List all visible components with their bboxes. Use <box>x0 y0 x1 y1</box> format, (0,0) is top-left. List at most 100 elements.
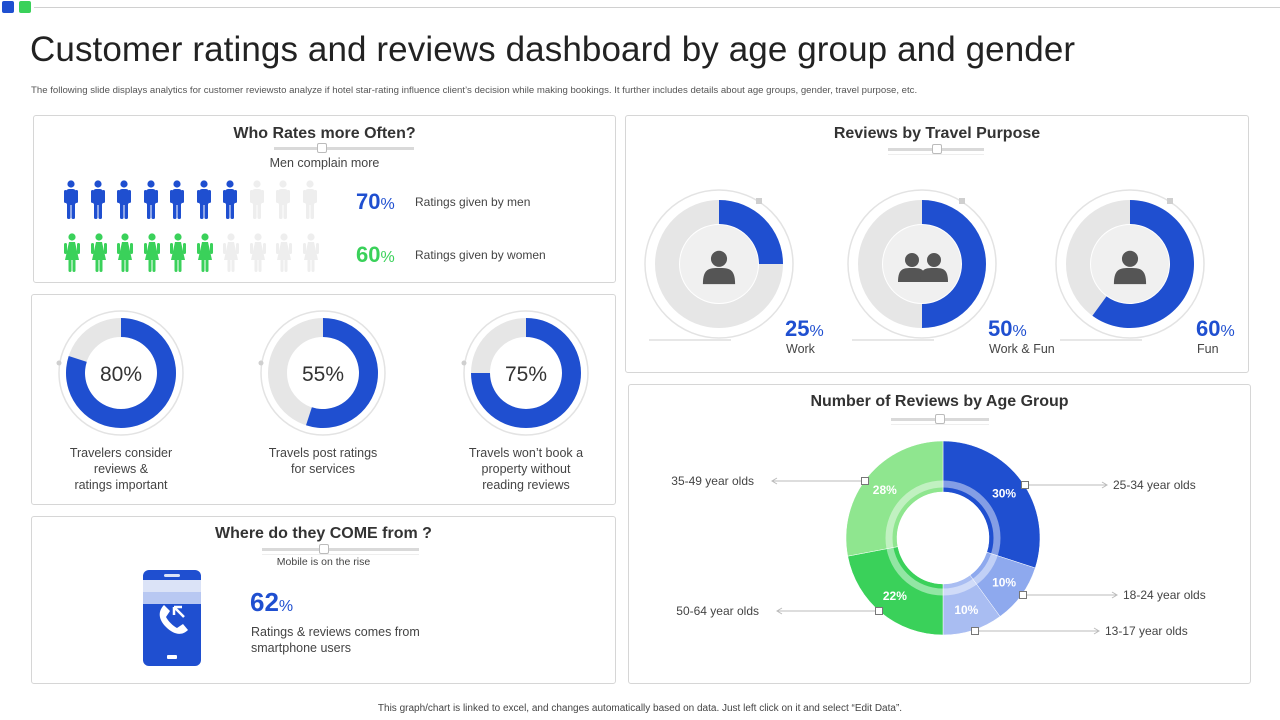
travel-outer-ring <box>1055 189 1205 339</box>
page-subtitle: The following slide displays analytics f… <box>31 85 918 96</box>
come-from-slider <box>262 544 419 555</box>
travel-percent: 50% <box>988 316 1027 341</box>
stat-outer-ring <box>58 310 184 436</box>
mobile-label-line2: smartphone users <box>251 641 352 655</box>
men-icons-row <box>64 180 334 222</box>
travel-label: Work & Fun <box>989 342 1055 356</box>
stat-value: 80% <box>100 363 142 386</box>
stat-label-line: Travelers consider <box>69 446 173 460</box>
stat-1-arc <box>66 318 176 428</box>
man-person-icon <box>249 180 264 225</box>
age-inner-ring <box>885 480 1001 596</box>
stat-donut-3: 75% <box>461 310 589 436</box>
who-rates-subtitle: Men complain more <box>269 156 380 170</box>
stat-2-arc <box>306 318 378 428</box>
travel-outer-ring <box>847 189 997 339</box>
travel-donut-3 <box>1055 189 1205 341</box>
travel-donut-1 <box>644 189 794 341</box>
travel-percent: 60% <box>1196 316 1235 341</box>
age-value-label: 10% <box>954 603 978 617</box>
travel-outer-ring <box>644 189 794 339</box>
age-category-label: 35-49 year olds <box>671 474 754 488</box>
stat-label-line: ratings important <box>74 478 168 492</box>
stat-label-line: reading reviews <box>482 478 570 492</box>
age-category-label: 25-34 year olds <box>1113 478 1196 492</box>
age-callout-marker <box>971 627 979 635</box>
travel-3-arc <box>1092 200 1194 328</box>
age-category-label: 50-64 year olds <box>676 604 759 618</box>
stat-label-line: reviews & <box>93 462 149 476</box>
person-icon <box>898 253 926 282</box>
travel-purpose-title: Reviews by Travel Purpose <box>833 125 1041 142</box>
women-icons-row <box>64 233 334 275</box>
woman-person-icon <box>117 233 133 278</box>
age-callout-marker <box>1021 481 1029 489</box>
stat-outer-ring <box>463 310 589 436</box>
stat-donut-2: 55% <box>258 310 386 436</box>
man-person-icon <box>64 180 78 225</box>
smartphone-icon <box>143 570 201 666</box>
woman-person-icon <box>196 233 213 278</box>
who-rates-panel: Who Rates more Often? Men complain more … <box>33 115 616 283</box>
travel-1-arc <box>719 200 783 264</box>
man-person-icon <box>170 180 184 225</box>
top-divider <box>34 7 1280 8</box>
page-title: Customer ratings and reviews dashboard b… <box>30 30 1076 69</box>
man-person-icon <box>90 180 105 225</box>
mobile-label-line1: Ratings & reviews comes from <box>251 625 420 639</box>
woman-person-icon <box>302 233 319 278</box>
travel-label: Fun <box>1197 342 1219 356</box>
age-center <box>897 492 989 584</box>
travel-donut-2 <box>847 189 997 341</box>
travel-purpose-slider <box>888 144 984 155</box>
man-person-icon <box>302 180 317 225</box>
brand-square-blue <box>2 1 14 13</box>
stat-label-line: for services <box>291 462 355 476</box>
brand-square-green <box>19 1 31 13</box>
age-group-title: Number of Reviews by Age Group <box>810 393 1069 410</box>
age-group-donut-chart: 30% 10% 10% 22% 28% 25-34 year olds 18-24 year… <box>671 440 1206 638</box>
who-rates-title: Who Rates more Often? <box>233 125 416 142</box>
stat-outer-ring <box>260 310 386 436</box>
age-callout-arrow <box>776 607 783 615</box>
age-category-label: 18-24 year olds <box>1123 588 1206 602</box>
stat-label-line: property without <box>481 462 571 476</box>
stat-label-line: Travels post ratings <box>268 446 378 460</box>
stat-marker-dot <box>258 360 264 366</box>
travel-percent: 25% <box>785 316 824 341</box>
men-percent: 70% <box>356 189 395 214</box>
man-person-icon <box>276 180 290 225</box>
stat-center <box>491 338 561 408</box>
age-category-label: 13-17 year olds <box>1105 624 1188 638</box>
stats-panel: 80% Travelers consider reviews & ratings im… <box>31 294 616 505</box>
age-group-panel: Number of Reviews by Age Group 30% 10% 10%… <box>628 384 1251 684</box>
man-person-icon <box>117 180 131 225</box>
man-person-icon <box>143 180 158 225</box>
stat-center <box>86 338 156 408</box>
come-from-subtitle: Mobile is on the rise <box>276 556 371 568</box>
age-callout-arrow <box>1093 627 1100 635</box>
man-person-icon <box>196 180 211 225</box>
woman-person-icon <box>90 233 107 278</box>
women-percent: 60% <box>356 242 395 267</box>
travel-2-arc <box>922 200 986 328</box>
travel-marker <box>1167 198 1173 204</box>
person-icon <box>702 250 736 285</box>
women-label: Ratings given by women <box>415 248 546 262</box>
footer-note: This graph/chart is linked to excel, and… <box>377 703 903 714</box>
person-icon <box>1113 250 1147 285</box>
stat-3-arc <box>471 318 581 428</box>
age-callout-arrow <box>1111 591 1118 599</box>
woman-person-icon <box>249 233 266 278</box>
age-value-label: 30% <box>992 487 1016 501</box>
stat-value: 55% <box>302 363 344 386</box>
man-person-icon <box>223 180 237 225</box>
come-from-title: Where do they COME from ? <box>215 525 432 542</box>
travel-purpose-panel: Reviews by Travel Purpose 25% Work 50% Work… <box>625 115 1249 373</box>
age-group-slider <box>891 414 989 425</box>
age-callout-marker <box>1019 591 1027 599</box>
age-callout-arrow <box>1101 481 1108 489</box>
age-value-label: 28% <box>873 483 897 497</box>
woman-person-icon <box>276 233 292 278</box>
come-from-panel: Where do they COME from ? Mobile is on t… <box>31 516 616 684</box>
